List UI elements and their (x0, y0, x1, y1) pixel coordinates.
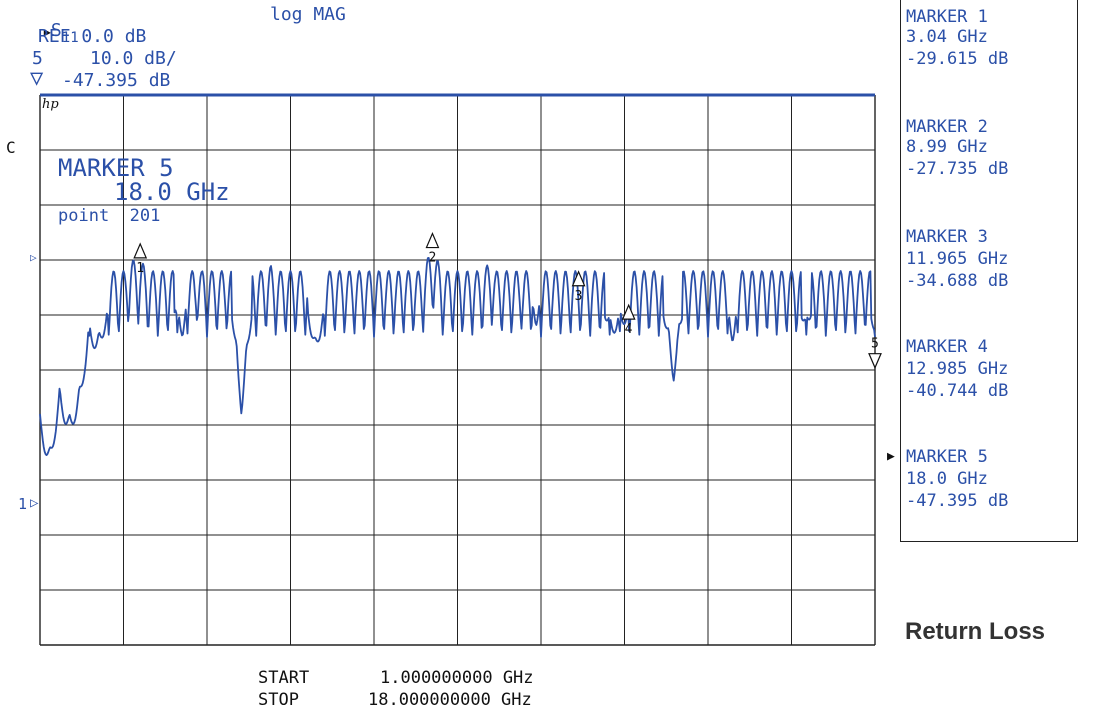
start-value: 1.000000000 GHz (380, 668, 534, 688)
marker-1-glyph (133, 242, 148, 259)
marker-2-freq: 8.99 GHz (906, 137, 988, 157)
reference-line-arrow: ▷ (30, 251, 37, 264)
marker-3-value: -34.688 dB (906, 271, 1009, 291)
marker-list-panel: MARKER 1 3.04 GHz -29.615 dB MARKER 2 8.… (887, 0, 1078, 542)
stop-value: 18.000000000 GHz (368, 690, 532, 710)
marker-4-freq: 12.985 GHz (906, 359, 1009, 379)
marker-4-title: MARKER 4 (906, 337, 988, 357)
marker-glyphs: 1 2 3 4 5 (133, 232, 882, 370)
marker-3-glyph (571, 270, 586, 287)
marker-1-value: -29.615 dB (906, 49, 1009, 69)
param-arrow: ▶ (43, 25, 51, 39)
marker-3-title: MARKER 3 (906, 227, 988, 247)
marker-1-glyph-label: 1 (136, 261, 144, 276)
start-label: START (258, 668, 310, 688)
marker-4-glyph-label: 4 (625, 322, 633, 337)
marker-5-value: -47.395 dB (906, 491, 1009, 511)
hp-logo: hp (42, 97, 59, 112)
marker-5-glyph-label: 5 (871, 337, 879, 352)
scale-label: 10.0 dB/ (90, 48, 177, 69)
marker-5-glyph (868, 353, 882, 370)
active-marker-title: MARKER 5 (58, 154, 174, 182)
param-sub: 11 (61, 30, 79, 46)
stop-label: STOP (258, 690, 299, 710)
marker-5-title: MARKER 5 (906, 447, 988, 467)
caption: Return Loss (905, 618, 1046, 645)
marker-2-glyph-label: 2 (428, 251, 436, 266)
active-marker-freq: 18.0 GHz (114, 178, 230, 206)
delta-icon: ▽ (30, 66, 44, 91)
marker-3-glyph-label: 3 (575, 289, 583, 304)
marker-4-glyph (621, 303, 636, 320)
marker-4-value: -40.744 dB (906, 381, 1009, 401)
format-label: log MAG (270, 4, 346, 25)
param-indicator: ▶S11 (22, 4, 79, 46)
marker-readout: -47.395 dB (62, 70, 171, 91)
reference-position-label: 1 (18, 495, 28, 513)
marker-2-title: MARKER 2 (906, 117, 988, 137)
s11-trace (39, 256, 876, 457)
channel-label: 5 (32, 48, 43, 69)
marker-1-freq: 3.04 GHz (906, 27, 988, 47)
marker-2-value: -27.735 dB (906, 159, 1009, 179)
marker-5-freq: 18.0 GHz (906, 469, 988, 489)
reference-position-arrow: ▷ (30, 495, 39, 511)
active-marker-point: point 201 (58, 206, 161, 226)
active-marker-pointer-icon: ▶ (887, 449, 895, 464)
coupling-label: C (6, 138, 16, 157)
marker-3-freq: 11.965 GHz (906, 249, 1009, 269)
ref-label: REF 0.0 dB (38, 26, 147, 47)
marker-2-glyph (425, 232, 440, 249)
marker-1-title: MARKER 1 (906, 7, 988, 27)
param-main: S (50, 20, 62, 41)
